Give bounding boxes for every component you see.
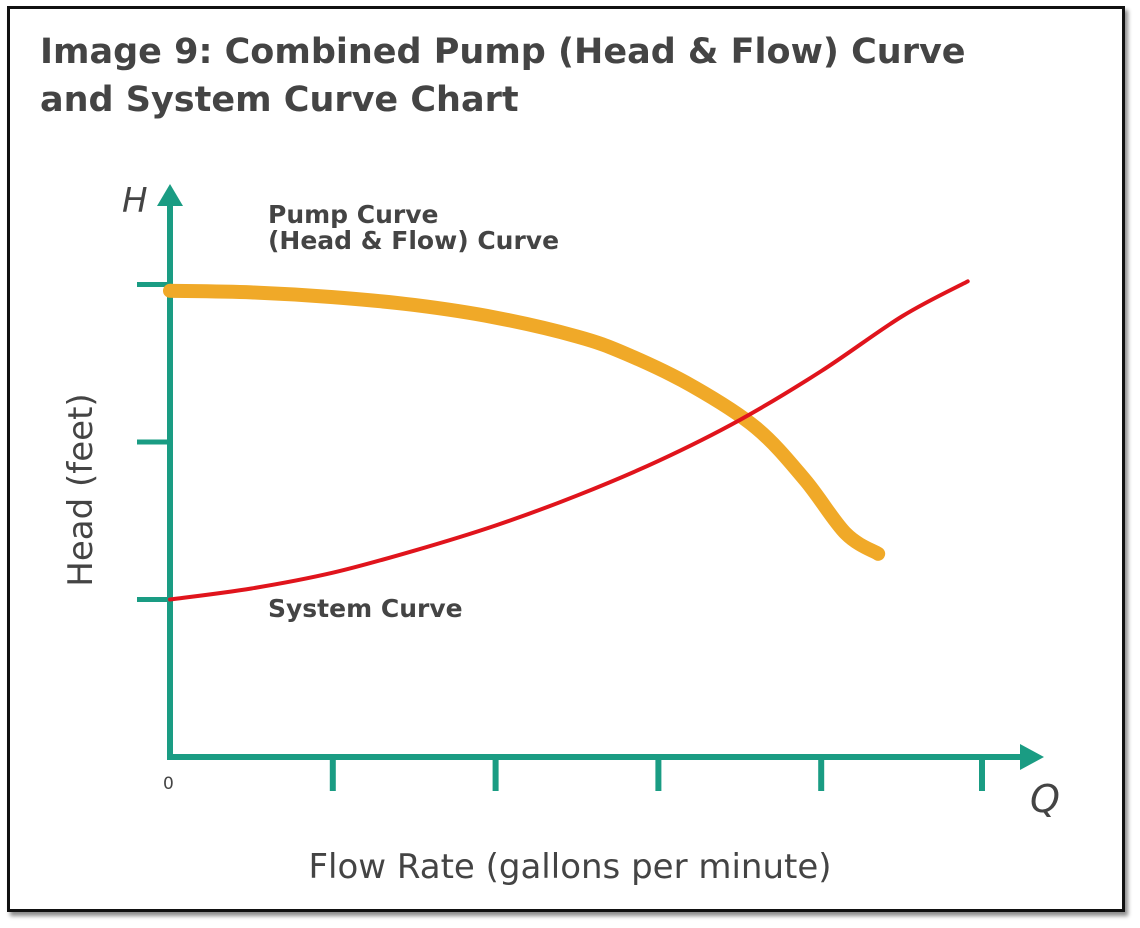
system-curve-label: System Curve: [268, 594, 463, 623]
y-axis-label: Head (feet): [61, 393, 101, 586]
y-axis-symbol: H: [122, 181, 148, 221]
chart-frame: [7, 6, 1125, 912]
chart-title: Image 9: Combined Pump (Head & Flow) Cur…: [40, 28, 1080, 124]
chart-title-line-2: and System Curve Chart: [40, 80, 519, 120]
pump-curve-line: [163, 283, 886, 561]
chart-title-line-1: Image 9: Combined Pump (Head & Flow) Cur…: [40, 32, 966, 72]
pump-curve-label-line-2: (Head & Flow) Curve: [268, 226, 559, 255]
x-axis-arrowhead: [1020, 744, 1044, 770]
x-axis-label: Flow Rate (gallons per minute): [308, 847, 831, 887]
tick-marks: [137, 282, 985, 791]
pump-curve-label-line-1: Pump Curve: [268, 200, 439, 229]
x-axis-symbol: Q: [1030, 777, 1060, 821]
chart-labels: H Q 0 Head (feet) Flow Rate (gallons per…: [61, 181, 1060, 887]
system-curve-line: [168, 279, 970, 602]
series-layer: [163, 279, 970, 602]
axes: [157, 184, 1044, 770]
x-origin-tick-label: 0: [163, 774, 174, 794]
y-axis-arrowhead: [157, 184, 183, 206]
